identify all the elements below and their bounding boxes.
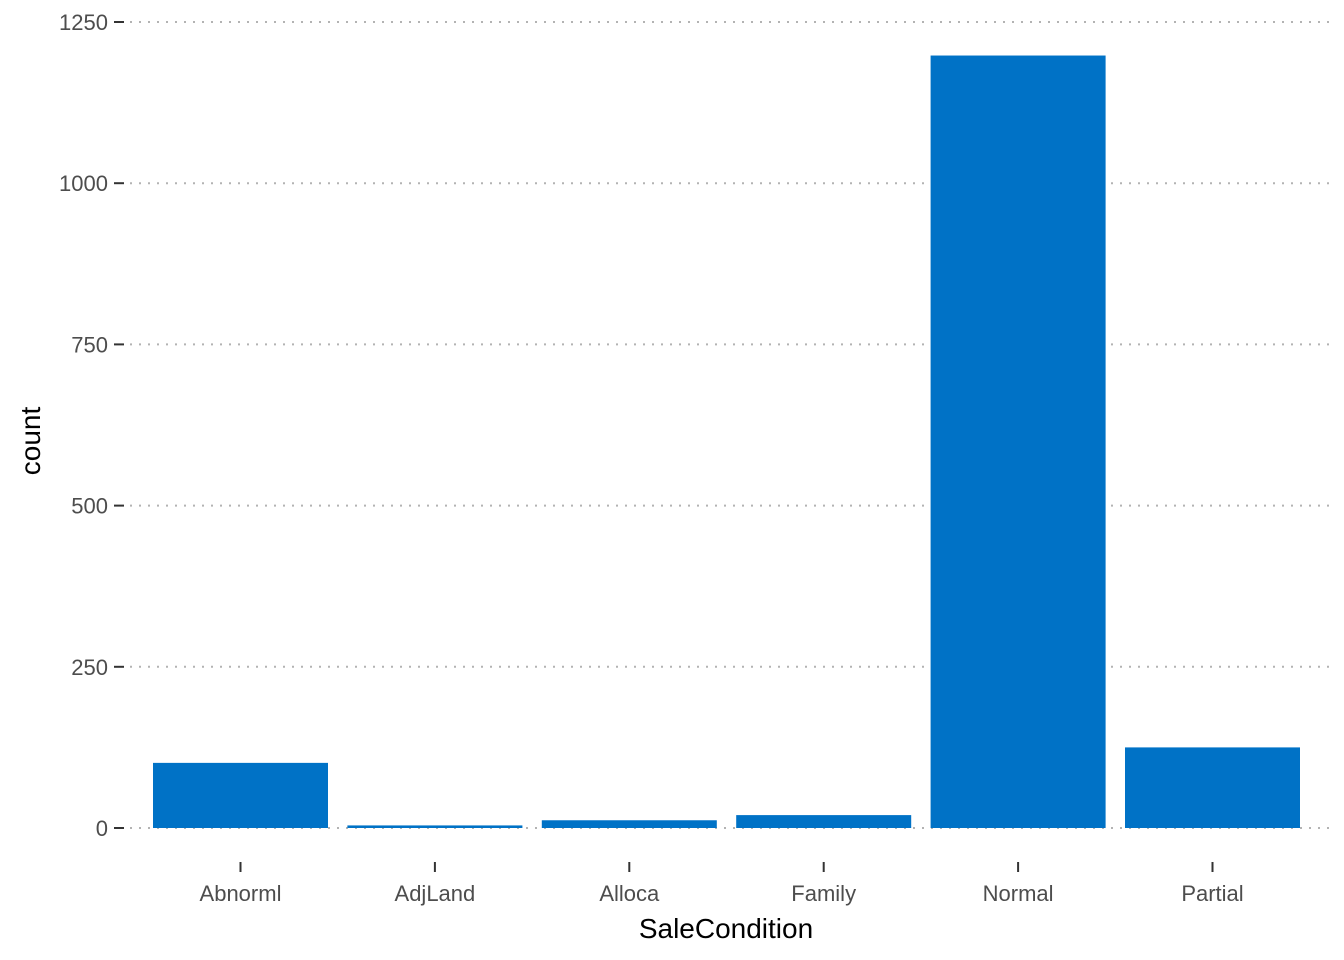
x-axis-title: SaleCondition — [639, 913, 813, 944]
bar-abnorml — [153, 762, 328, 828]
y-tick-label-3: 750 — [71, 332, 108, 357]
x-tick-label-abnorml: Abnorml — [200, 881, 282, 906]
x-tick-label-alloca: Alloca — [599, 881, 660, 906]
x-tick-label-adjland: AdjLand — [395, 881, 476, 906]
y-tick-label-0: 0 — [96, 816, 108, 841]
y-tick-label-1: 250 — [71, 655, 108, 680]
bars — [153, 55, 1300, 828]
bar-family — [736, 815, 912, 828]
x-tick-label-normal: Normal — [983, 881, 1054, 906]
x-axis: Abnorml AdjLand Alloca Family Normal Partial — [200, 862, 1244, 906]
y-tick-label-2: 500 — [71, 494, 108, 519]
y-tick-label-5: 1250 — [59, 10, 108, 35]
gridlines — [130, 21, 1330, 829]
bar-adjland — [347, 825, 523, 828]
y-tick-label-4: 1000 — [59, 171, 108, 196]
y-axis: 0 250 500 750 1000 1250 — [59, 10, 124, 841]
x-tick-label-partial: Partial — [1181, 881, 1243, 906]
x-tick-label-family: Family — [791, 881, 856, 906]
bar-normal — [930, 55, 1106, 828]
bar-alloca — [541, 820, 717, 828]
y-axis-title: count — [15, 407, 46, 476]
bar-partial — [1125, 747, 1300, 828]
